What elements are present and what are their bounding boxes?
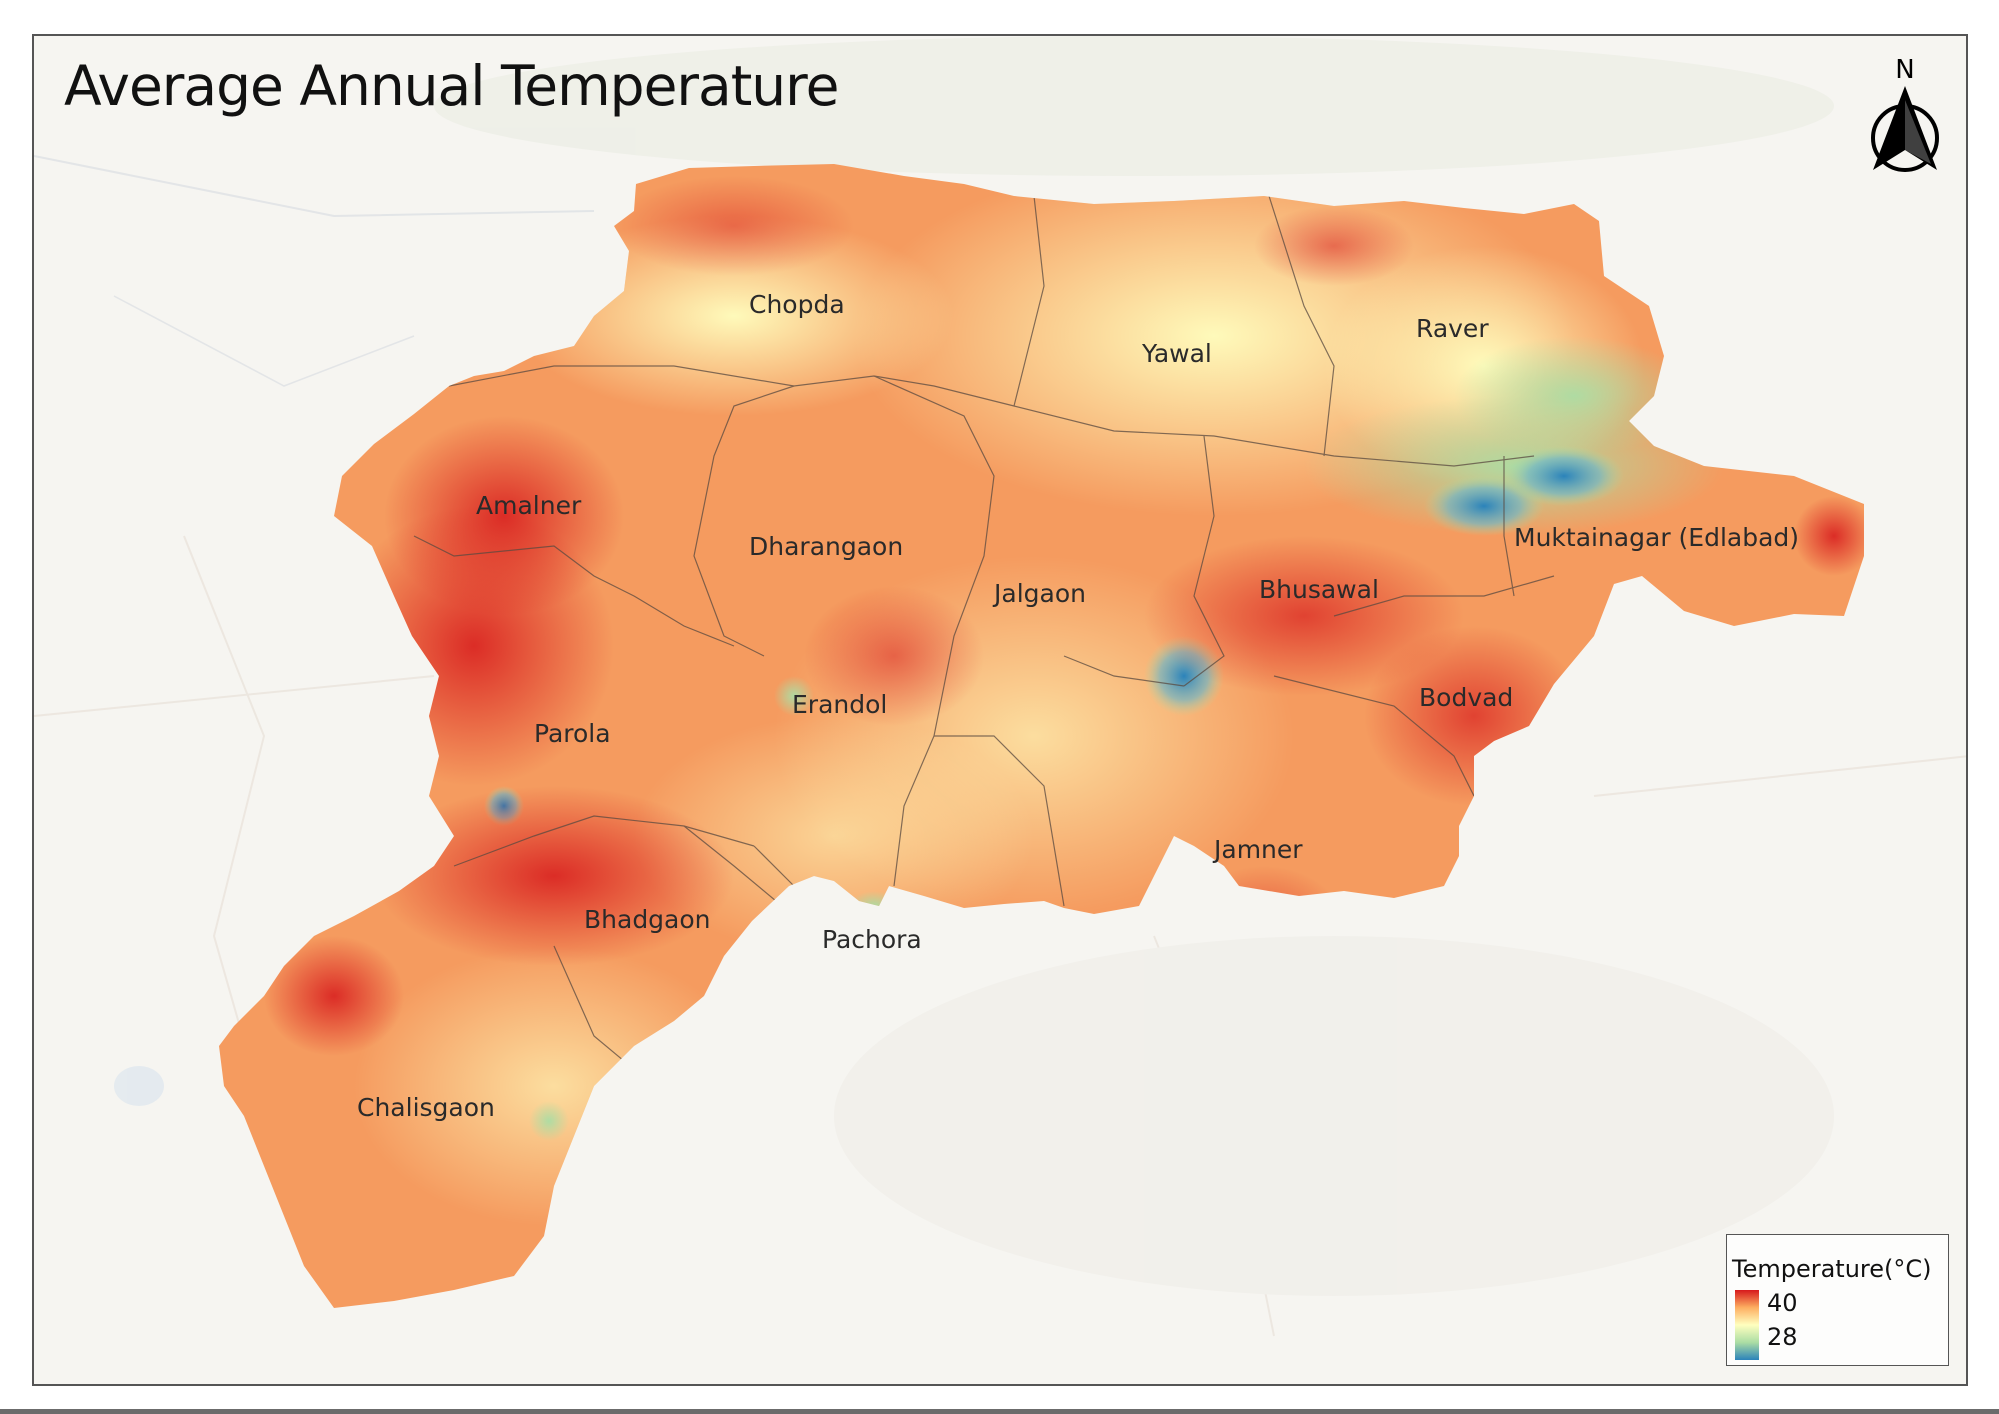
district-label[interactable]: Jamner (1212, 835, 1303, 864)
temperature-raster (219, 164, 1864, 1308)
district-label[interactable]: Parola (534, 719, 611, 748)
legend-min-value: 28 (1767, 1323, 1798, 1351)
basemap (34, 36, 1966, 1337)
district-label[interactable]: Pachora (822, 925, 922, 954)
district-label[interactable]: Erandol (792, 690, 887, 719)
bottom-rule (0, 1409, 1999, 1414)
map-frame: Chopda Yawal Raver Amalner Dharangaon Ja… (32, 34, 1968, 1386)
north-label: N (1895, 58, 1914, 85)
district-label[interactable]: Amalner (476, 491, 582, 520)
legend-title: Temperature(°C) (1732, 1255, 1932, 1283)
district-label[interactable]: Yawal (1141, 339, 1212, 368)
district-label[interactable]: Jalgaon (992, 579, 1086, 608)
district-label[interactable]: Muktainagar (Edlabad) (1514, 523, 1799, 552)
map-title: Average Annual Temperature (64, 54, 839, 118)
district-label[interactable]: Dharangaon (749, 532, 903, 561)
district-label[interactable]: Chopda (749, 290, 845, 319)
district-label[interactable]: Raver (1416, 314, 1489, 343)
north-arrow-icon: N (1871, 58, 1939, 172)
district-label[interactable]: Bhusawal (1259, 575, 1379, 604)
district-label[interactable]: Bhadgaon (584, 905, 711, 934)
map-canvas[interactable]: Chopda Yawal Raver Amalner Dharangaon Ja… (34, 36, 1968, 1386)
district-label[interactable]: Chalisgaon (357, 1093, 495, 1122)
district-labels: Chopda Yawal Raver Amalner Dharangaon Ja… (357, 290, 1799, 1122)
district-label[interactable]: Bodvad (1419, 683, 1513, 712)
legend-max-value: 40 (1767, 1289, 1798, 1317)
legend-color-ramp (1735, 1290, 1759, 1360)
legend: Temperature(°C) 40 28 (1726, 1234, 1949, 1366)
